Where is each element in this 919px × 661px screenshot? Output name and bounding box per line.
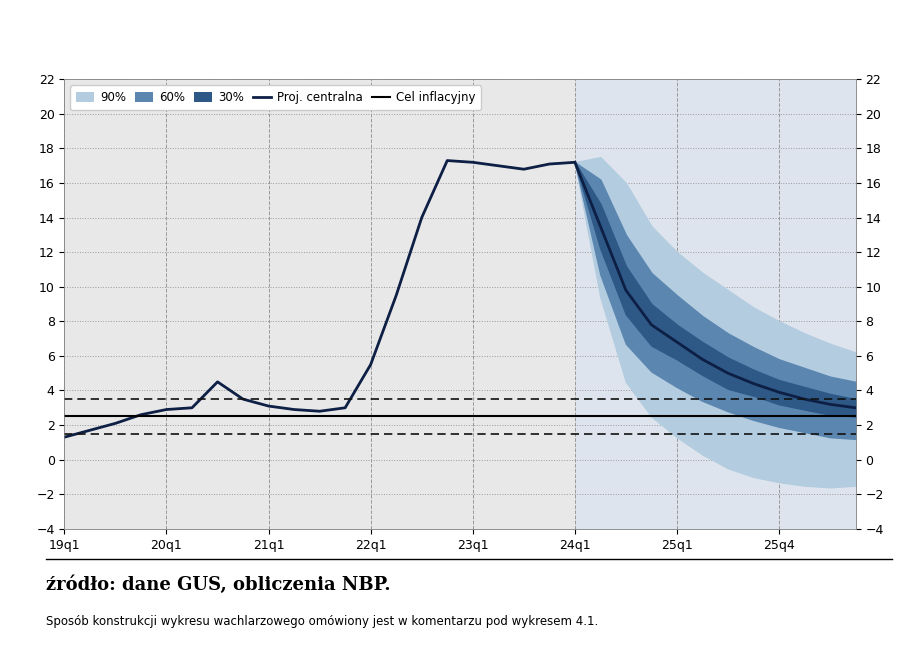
Text: Sposób konstrukcji wykresu wachlarzowego omówiony jest w komentarzu pod wykresem: Sposób konstrukcji wykresu wachlarzowego… — [46, 615, 597, 628]
Text: źródło: dane GUS, obliczenia NBP.: źródło: dane GUS, obliczenia NBP. — [46, 575, 391, 594]
Legend: 90%, 60%, 30%, Proj. centralna, Cel inflacyjny: 90%, 60%, 30%, Proj. centralna, Cel infl… — [70, 85, 481, 110]
Bar — [574, 79, 855, 529]
